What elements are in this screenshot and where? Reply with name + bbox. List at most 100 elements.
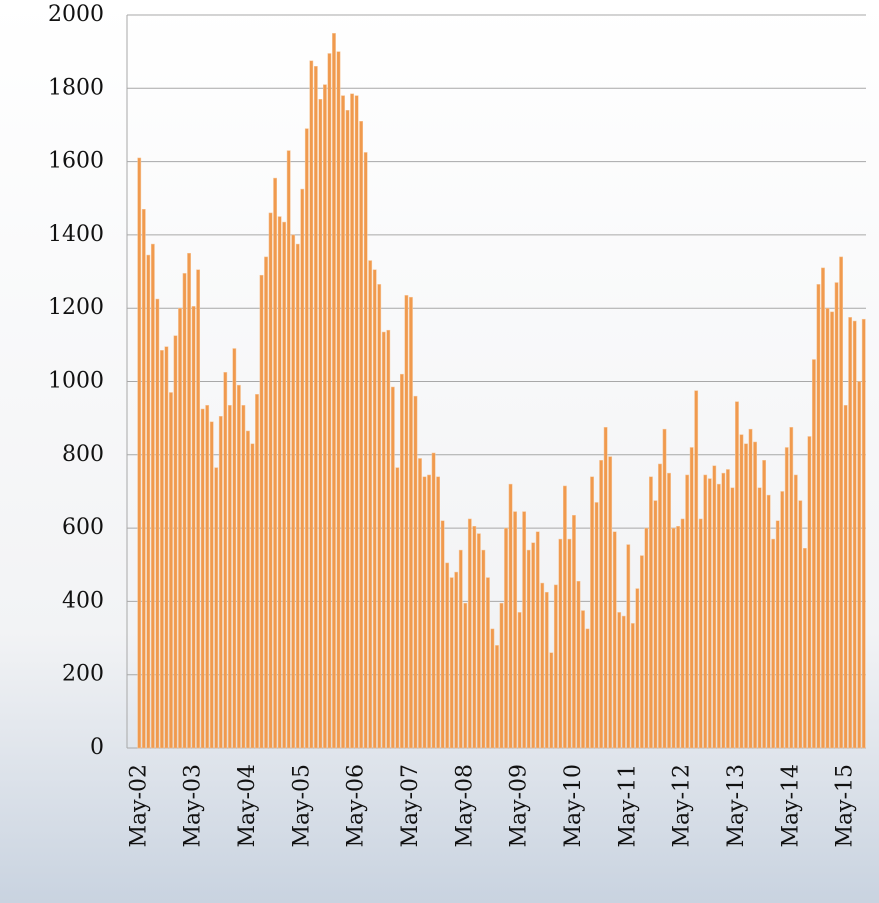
bar [368,260,373,749]
bar [313,66,318,749]
bar [223,372,228,749]
bar [748,428,753,749]
bar [196,269,201,749]
bar [676,526,680,749]
bar [449,577,454,749]
bar [191,306,196,749]
bar [504,527,508,749]
bar [807,436,812,749]
bar [771,538,776,749]
x-tick-label: May-05 [289,764,314,848]
x-tick-label: May-06 [344,764,369,848]
bar [467,518,472,749]
bar [513,511,517,749]
bar [812,359,816,749]
x-tick-label: May-11 [615,764,640,848]
bar [549,652,554,749]
x-tick-label: May-08 [452,764,477,848]
bar [852,320,857,749]
bar [780,491,785,749]
y-tick-label: 1800 [48,75,104,100]
bar [345,110,350,749]
bar [599,460,603,749]
y-tick-label: 200 [62,662,104,687]
bar [332,33,336,749]
bar [486,577,490,749]
bar [590,476,594,749]
bar [264,256,268,749]
bar [218,416,223,749]
y-tick-label: 2000 [48,2,104,27]
bar [137,157,142,749]
bar [726,469,730,749]
bar [621,615,626,749]
bar [246,430,250,749]
bar [843,405,848,749]
x-tick-label: May-10 [561,764,586,848]
x-tick-label: May-07 [398,764,423,848]
y-tick-label: 1600 [48,149,104,174]
bar [744,443,748,749]
bar [341,95,345,749]
bar [495,645,499,749]
bar [236,384,241,749]
y-tick-label: 1200 [48,295,104,320]
x-tick-label: May-09 [507,764,532,848]
bar [757,487,762,749]
bar [372,269,377,749]
x-tick-label: May-13 [724,764,749,848]
bar [259,274,264,749]
x-tick-label: May-03 [181,764,206,848]
bar [821,267,825,749]
bar [649,476,653,749]
bar [395,467,400,749]
bar [214,467,219,749]
bar [436,476,440,749]
bar [698,518,703,749]
bar [454,571,459,749]
bar [409,296,413,749]
bar [286,150,291,749]
bar [567,538,572,749]
bar [671,527,676,749]
bar [205,405,210,749]
x-tick-label: May-15 [833,764,858,848]
bar [544,591,549,749]
bar [626,544,631,749]
bar [350,93,354,749]
bar [232,348,237,749]
bar [359,121,364,749]
bar [553,584,558,749]
bar [685,474,690,749]
bar [178,307,182,749]
bar [802,548,807,749]
y-tick-label: 400 [62,588,104,613]
bar [594,502,599,749]
bar [585,628,590,749]
bar [576,580,581,749]
bar [227,405,232,749]
bar [572,515,576,749]
bar [277,216,282,749]
bar [323,84,327,749]
y-tick-label: 0 [90,735,104,760]
bar [735,401,739,749]
bar [241,405,246,749]
x-tick-label: May-02 [126,764,151,848]
bar [150,243,155,749]
bar [363,152,368,749]
x-tick-label: May-04 [235,764,260,848]
bar [490,628,495,749]
bar [608,456,613,749]
bar [295,243,300,749]
bar [798,500,803,749]
bar [427,474,431,749]
bar [160,350,164,749]
bar [730,487,735,749]
bar [662,428,667,749]
bar [377,284,382,749]
bar [793,474,798,749]
y-tick-label: 800 [62,442,104,467]
bar [141,208,146,749]
